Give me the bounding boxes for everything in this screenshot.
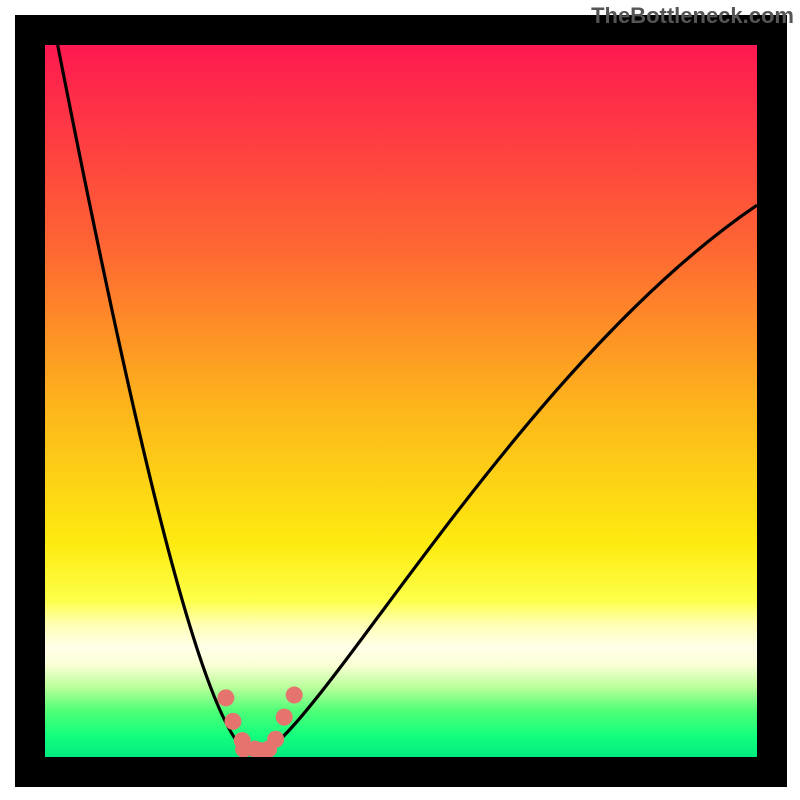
attribution-label: TheBottleneck.com [591, 3, 794, 29]
curve-marker [224, 713, 241, 730]
curve-marker [276, 709, 293, 726]
bottleneck-chart [0, 0, 800, 800]
curve-marker [286, 687, 303, 704]
chart-container: TheBottleneck.com [0, 0, 800, 800]
curve-marker [267, 731, 284, 748]
curve-marker [217, 689, 234, 706]
plot-background [45, 45, 757, 757]
